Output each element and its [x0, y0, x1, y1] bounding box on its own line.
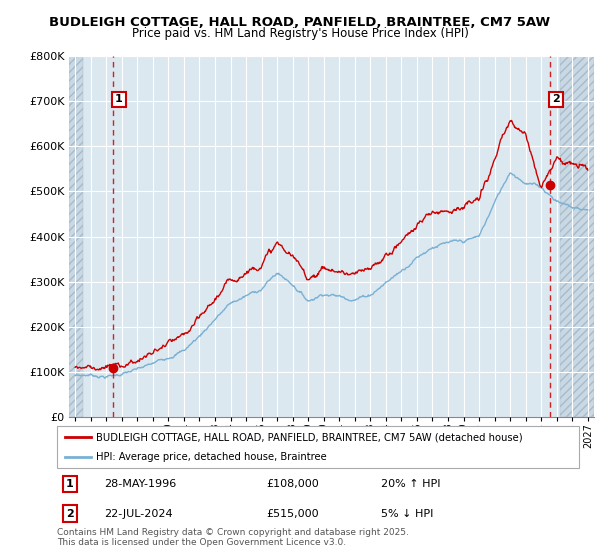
Text: 20% ↑ HPI: 20% ↑ HPI: [380, 479, 440, 489]
Text: BUDLEIGH COTTAGE, HALL ROAD, PANFIELD, BRAINTREE, CM7 5AW: BUDLEIGH COTTAGE, HALL ROAD, PANFIELD, B…: [49, 16, 551, 29]
Bar: [69, 56, 83, 417]
Text: 5% ↓ HPI: 5% ↓ HPI: [380, 508, 433, 519]
Text: BUDLEIGH COTTAGE, HALL ROAD, PANFIELD, BRAINTREE, CM7 5AW (detached house): BUDLEIGH COTTAGE, HALL ROAD, PANFIELD, B…: [96, 432, 523, 442]
Text: Price paid vs. HM Land Registry's House Price Index (HPI): Price paid vs. HM Land Registry's House …: [131, 27, 469, 40]
Bar: [560, 56, 594, 417]
Text: 28-MAY-1996: 28-MAY-1996: [104, 479, 176, 489]
Text: £108,000: £108,000: [266, 479, 319, 489]
FancyBboxPatch shape: [57, 426, 579, 468]
Text: Contains HM Land Registry data © Crown copyright and database right 2025.
This d: Contains HM Land Registry data © Crown c…: [57, 528, 409, 547]
Text: 2: 2: [66, 508, 74, 519]
Text: £515,000: £515,000: [266, 508, 319, 519]
Text: 1: 1: [115, 94, 123, 104]
Text: 1: 1: [66, 479, 74, 489]
Text: HPI: Average price, detached house, Braintree: HPI: Average price, detached house, Brai…: [96, 452, 327, 462]
Text: 22-JUL-2024: 22-JUL-2024: [104, 508, 173, 519]
Text: 2: 2: [552, 94, 560, 104]
